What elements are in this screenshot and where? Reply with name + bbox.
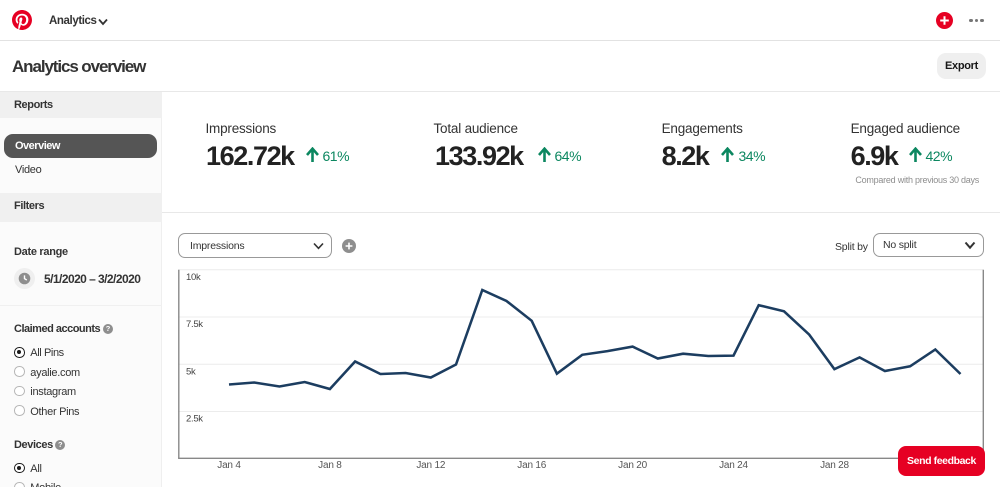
svg-text:Jan 28: Jan 28	[820, 460, 849, 471]
svg-text:7.5k: 7.5k	[186, 319, 203, 330]
svg-text:Jan 20: Jan 20	[618, 460, 647, 471]
svg-text:10k: 10k	[186, 272, 201, 283]
svg-text:Jan 16: Jan 16	[517, 460, 546, 471]
svg-text:5k: 5k	[186, 366, 196, 377]
svg-text:Jan 4: Jan 4	[217, 460, 241, 471]
svg-text:Jan 8: Jan 8	[318, 460, 342, 471]
svg-text:2.5k: 2.5k	[186, 414, 203, 425]
svg-text:Jan 24: Jan 24	[719, 460, 748, 471]
svg-text:Jan 12: Jan 12	[416, 460, 445, 471]
